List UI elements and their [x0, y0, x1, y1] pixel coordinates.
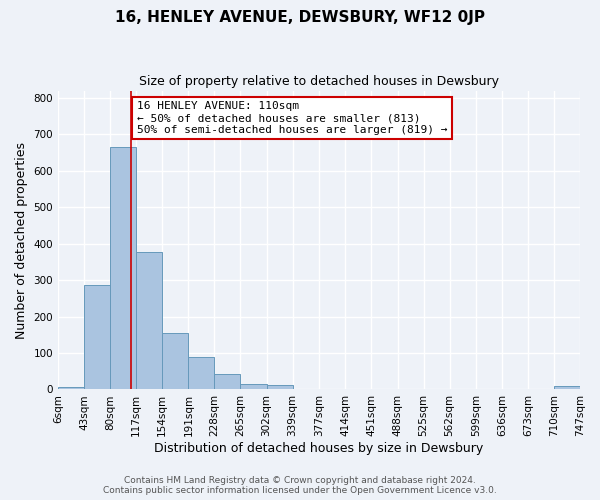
Y-axis label: Number of detached properties: Number of detached properties — [15, 142, 28, 338]
Bar — [136, 252, 162, 390]
Bar — [188, 358, 214, 390]
Bar — [241, 384, 266, 390]
Bar — [554, 386, 580, 390]
X-axis label: Distribution of detached houses by size in Dewsbury: Distribution of detached houses by size … — [154, 442, 484, 455]
Text: 16, HENLEY AVENUE, DEWSBURY, WF12 0JP: 16, HENLEY AVENUE, DEWSBURY, WF12 0JP — [115, 10, 485, 25]
Bar — [58, 386, 84, 390]
Title: Size of property relative to detached houses in Dewsbury: Size of property relative to detached ho… — [139, 75, 499, 88]
Bar — [266, 385, 293, 390]
Bar — [214, 374, 241, 390]
Text: Contains HM Land Registry data © Crown copyright and database right 2024.
Contai: Contains HM Land Registry data © Crown c… — [103, 476, 497, 495]
Bar — [162, 333, 188, 390]
Text: 16 HENLEY AVENUE: 110sqm
← 50% of detached houses are smaller (813)
50% of semi-: 16 HENLEY AVENUE: 110sqm ← 50% of detach… — [137, 102, 448, 134]
Bar — [84, 285, 110, 390]
Bar — [110, 147, 136, 390]
